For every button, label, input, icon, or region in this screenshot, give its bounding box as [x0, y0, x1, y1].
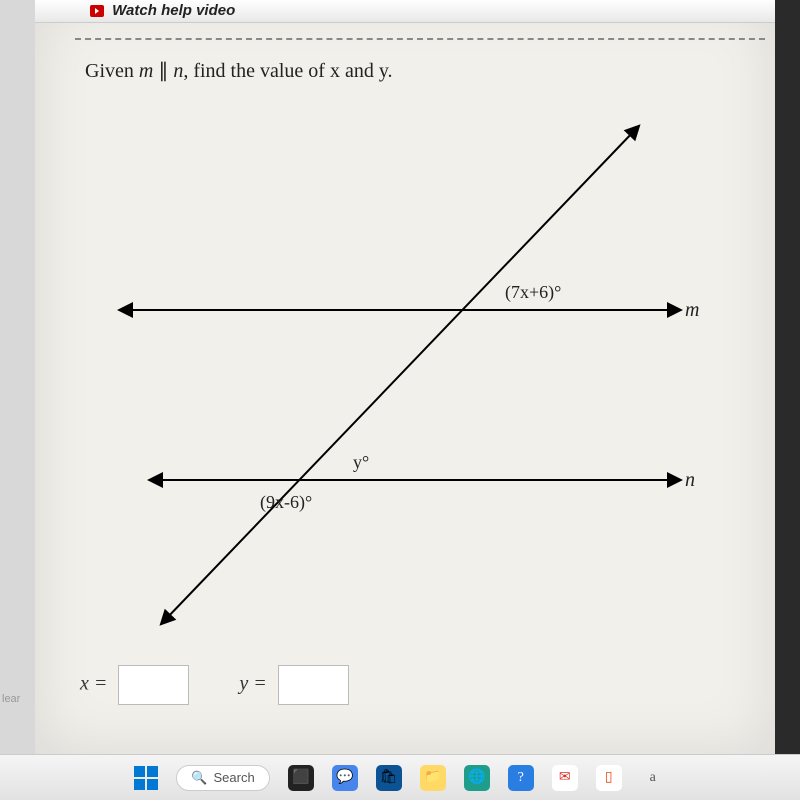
- parallel-symbol: ∥: [153, 60, 173, 82]
- app-window: Watch help video Given m ∥ n, find the v…: [35, 0, 775, 755]
- copilot-icon[interactable]: ⬛: [288, 765, 314, 791]
- problem-statement: Given m ∥ n, find the value of x and y.: [85, 58, 393, 83]
- var-n: n: [173, 60, 183, 82]
- answer-x-group: x =: [80, 665, 189, 705]
- video-link-text: Watch help video: [112, 2, 235, 19]
- angle-y: y°: [353, 452, 369, 472]
- taskbar-search[interactable]: 🔍 Search: [176, 765, 269, 791]
- help-icon[interactable]: ?: [508, 765, 534, 791]
- answer-x-input[interactable]: [118, 665, 189, 705]
- answer-y-input[interactable]: [278, 665, 349, 705]
- watch-video-link[interactable]: Watch help video: [90, 2, 235, 19]
- problem-rest: , find the value of x and y.: [183, 60, 392, 82]
- angle-9x6: (9x-6)°: [260, 492, 312, 513]
- chat-icon[interactable]: 💬: [332, 765, 358, 791]
- top-bar: Watch help video: [35, 0, 775, 23]
- search-icon: 🔍: [191, 770, 207, 786]
- video-play-icon: [90, 5, 104, 17]
- windows-taskbar[interactable]: 🔍 Search ⬛ 💬 🛍 📁 🌐 ? ✉ ▯ a: [0, 754, 800, 800]
- line-m-label: m: [685, 299, 699, 321]
- office-icon[interactable]: ▯: [596, 765, 622, 791]
- mail-icon[interactable]: ✉: [552, 765, 578, 791]
- edge-icon[interactable]: 🌐: [464, 765, 490, 791]
- answer-y-label: y =: [239, 673, 266, 695]
- store-icon[interactable]: 🛍: [376, 765, 402, 791]
- gutter-text: lear: [2, 693, 20, 705]
- explorer-icon[interactable]: 📁: [420, 765, 446, 791]
- answer-x-label: x =: [80, 673, 107, 695]
- line-n-label: n: [685, 469, 695, 491]
- answer-y-group: y =: [239, 665, 348, 705]
- left-gutter: lear: [0, 0, 35, 755]
- var-m: m: [139, 60, 153, 82]
- problem-prefix: Given: [85, 60, 139, 82]
- search-placeholder: Search: [213, 770, 254, 785]
- answer-row: x = y =: [80, 665, 349, 705]
- diagram-svg: m n (7x+6)° y° (9x-6)°: [95, 110, 715, 630]
- transversal-line: [165, 130, 635, 620]
- divider: [75, 38, 765, 40]
- angle-7x6: (7x+6)°: [505, 282, 561, 303]
- amazon-icon[interactable]: a: [640, 765, 666, 791]
- geometry-diagram: m n (7x+6)° y° (9x-6)°: [95, 110, 715, 630]
- start-button[interactable]: [134, 766, 158, 790]
